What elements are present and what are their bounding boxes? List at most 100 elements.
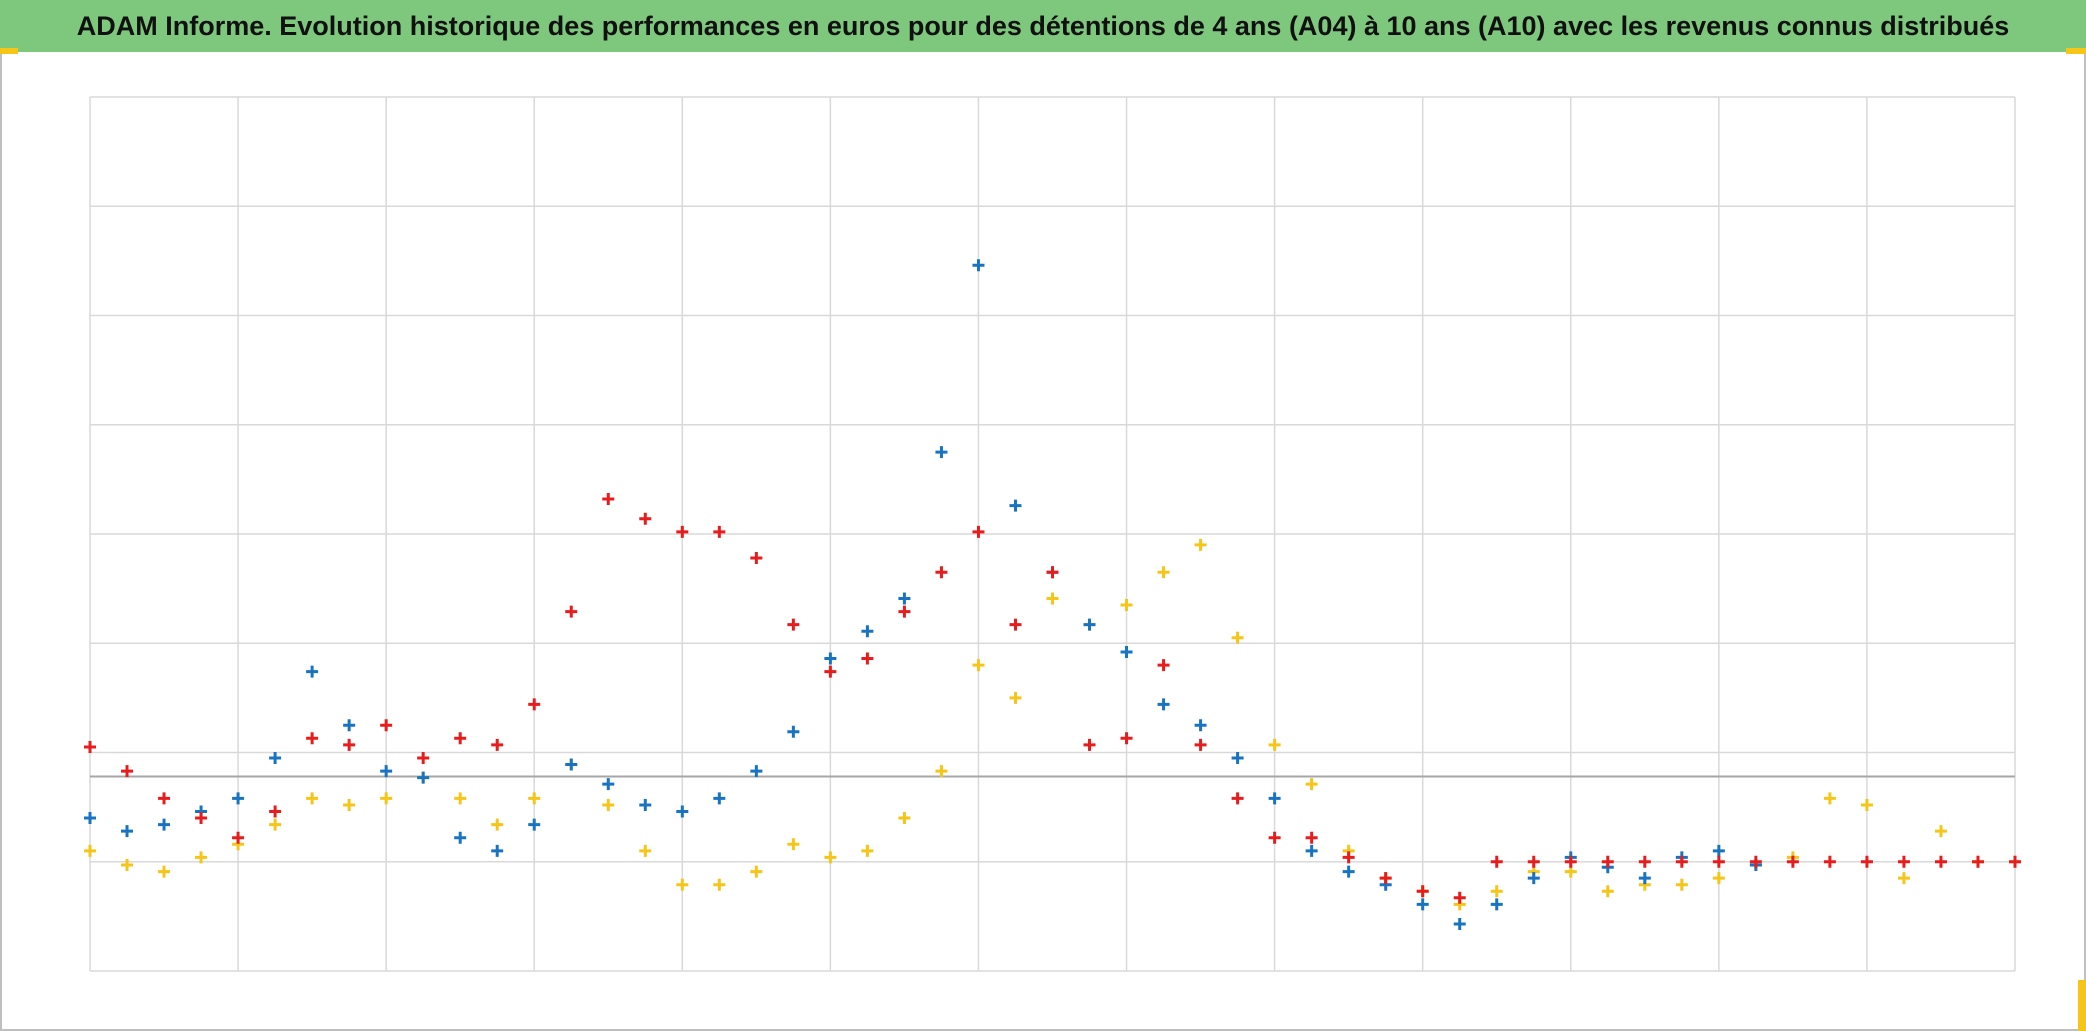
point: [1046, 592, 1059, 605]
point: [713, 792, 726, 805]
point: [898, 605, 911, 618]
point: [676, 878, 689, 891]
corner: [0, 48, 18, 54]
point: [454, 831, 467, 844]
point: [269, 818, 282, 831]
point: [713, 525, 726, 538]
point: [454, 732, 467, 745]
point: [491, 738, 504, 751]
point: [1157, 659, 1170, 672]
point: [1527, 872, 1540, 885]
point: [750, 552, 763, 565]
point: [824, 652, 837, 665]
point: [898, 592, 911, 605]
point: [1823, 792, 1836, 805]
point: [750, 865, 763, 878]
point: [1305, 778, 1318, 791]
point: [158, 865, 171, 878]
point: [158, 792, 171, 805]
point: [1194, 738, 1207, 751]
point: [1268, 738, 1281, 751]
point: [1416, 898, 1429, 911]
point: [491, 818, 504, 831]
point: [380, 719, 393, 732]
point: [232, 831, 245, 844]
point: [676, 805, 689, 818]
point: [713, 878, 726, 891]
point: [1009, 618, 1022, 631]
point: [121, 859, 134, 872]
point: [528, 698, 541, 711]
point: [1305, 831, 1318, 844]
point: [565, 758, 578, 771]
point: [935, 566, 948, 579]
point: [232, 792, 245, 805]
title-bar: [0, 0, 2086, 52]
point: [1712, 844, 1725, 857]
point: [454, 792, 467, 805]
point: [1083, 618, 1096, 631]
point: [639, 512, 652, 525]
point: [343, 738, 356, 751]
point: [84, 741, 96, 754]
point: [1231, 751, 1244, 764]
point: [639, 844, 652, 857]
point: [1046, 566, 1059, 579]
point: [380, 765, 393, 778]
point: [1268, 831, 1281, 844]
point: [306, 792, 319, 805]
point: [1712, 855, 1725, 868]
point: [380, 792, 393, 805]
point: [343, 798, 356, 811]
point: [1675, 878, 1688, 891]
point: [121, 825, 134, 838]
point: [972, 659, 985, 672]
point: [84, 812, 96, 825]
point: [1527, 855, 1540, 868]
point: [1268, 792, 1281, 805]
point: [1305, 844, 1318, 857]
point: [1749, 855, 1762, 868]
point: [676, 525, 689, 538]
point: [1601, 885, 1614, 898]
point: [306, 732, 319, 745]
point: [1342, 865, 1355, 878]
point: [861, 844, 874, 857]
point: [787, 838, 800, 851]
point: [1194, 719, 1207, 732]
point: [1416, 885, 1429, 898]
point: [158, 818, 171, 831]
point: [1897, 855, 1910, 868]
point: [787, 725, 800, 738]
point: [824, 665, 837, 678]
point: [1157, 698, 1170, 711]
corner: [2066, 48, 2086, 54]
point: [750, 765, 763, 778]
point: [787, 618, 800, 631]
point: [1490, 885, 1503, 898]
point: [195, 851, 208, 864]
chart-title: ADAM Informe. Evolution historique des p…: [77, 11, 2010, 41]
point: [861, 652, 874, 665]
point: [1897, 872, 1910, 885]
point: [343, 719, 356, 732]
point: [1009, 691, 1022, 704]
point: [1157, 566, 1170, 579]
point: [1638, 855, 1651, 868]
point: [898, 812, 911, 825]
point: [528, 792, 541, 805]
point: [1490, 898, 1503, 911]
point: [1860, 798, 1873, 811]
point: [1379, 872, 1392, 885]
point: [269, 751, 282, 764]
corner: [2078, 980, 2086, 1031]
point: [1934, 825, 1947, 838]
point: [1675, 855, 1688, 868]
point: [602, 493, 615, 506]
point: [1453, 918, 1466, 931]
point: [1934, 855, 1947, 868]
point: [602, 778, 615, 791]
point: [1564, 855, 1577, 868]
point: [269, 805, 282, 818]
